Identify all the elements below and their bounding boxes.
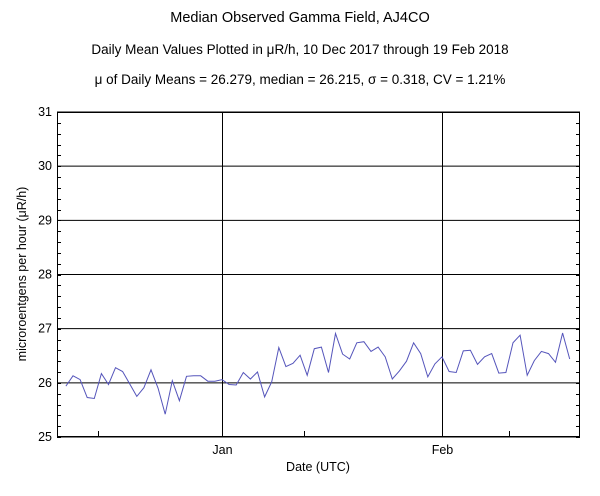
y-tick-label: 25 bbox=[38, 430, 52, 444]
plot-frame bbox=[57, 112, 580, 437]
x-axis-label: Date (UTC) bbox=[286, 460, 350, 474]
y-tick-label: 26 bbox=[38, 376, 52, 390]
x-tick-label: Feb bbox=[432, 443, 454, 457]
chart-stats: μ of Daily Means = 26.279, median = 26.2… bbox=[94, 72, 506, 87]
y-tick-label: 28 bbox=[38, 268, 52, 282]
chart-title: Median Observed Gamma Field, AJ4CO bbox=[170, 10, 430, 26]
y-tick-label: 27 bbox=[38, 322, 52, 336]
y-tick-label: 31 bbox=[38, 105, 52, 119]
data-series-line bbox=[65, 331, 571, 415]
y-axis-label: microroentgens per hour (μR/h) bbox=[15, 187, 29, 362]
chart-subtitle: Daily Mean Values Plotted in μR/h, 10 De… bbox=[91, 42, 509, 57]
y-tick-label: 29 bbox=[38, 213, 52, 227]
x-tick-label: Jan bbox=[212, 443, 232, 457]
y-tick-label: 30 bbox=[38, 159, 52, 173]
